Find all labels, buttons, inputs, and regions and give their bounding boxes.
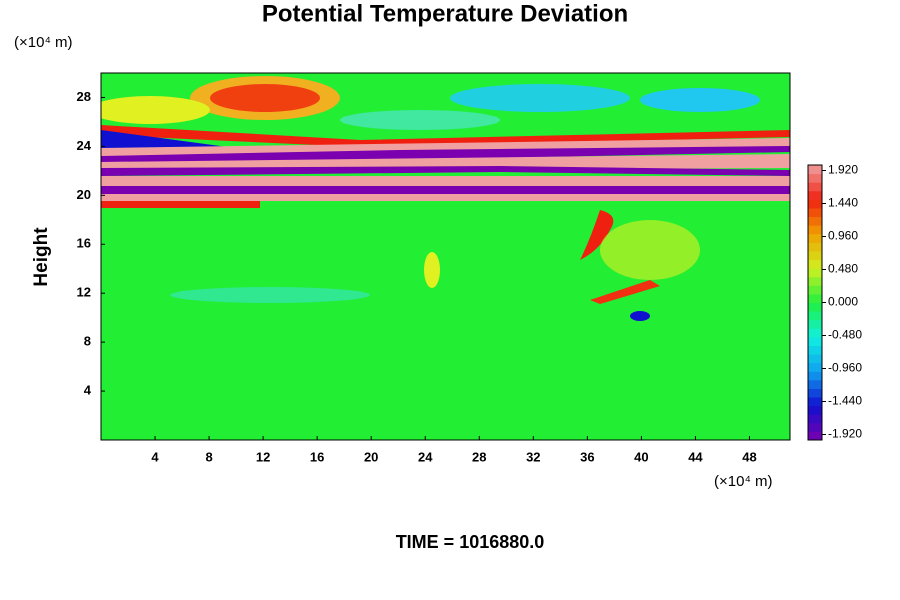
colorbar-cell	[808, 311, 822, 321]
colorbar-tick-label: 0.960	[828, 229, 858, 243]
field	[101, 73, 790, 440]
colorbar-cell	[808, 233, 822, 243]
colorbar-cell	[808, 276, 822, 286]
colorbar-cell	[808, 250, 822, 261]
colorbar-tick-label: -0.960	[828, 361, 862, 375]
y-tick-label: 28	[77, 89, 91, 104]
colorbar-cell	[808, 182, 822, 192]
colorbar-cell	[808, 173, 822, 183]
x-tick-label: 48	[742, 449, 756, 464]
colorbar-cell	[808, 216, 822, 226]
chart-title: Potential Temperature Deviation	[262, 0, 628, 27]
footer: TIME = 1016880.0	[396, 532, 545, 552]
y-tick-label: 12	[77, 285, 91, 300]
colorbar-cell	[808, 354, 822, 364]
x-tick-label: 28	[472, 449, 486, 464]
colorbar-cell	[808, 422, 822, 432]
colorbar-cell	[808, 199, 822, 209]
colorbar-cell	[808, 268, 822, 278]
x-tick-label: 20	[364, 449, 378, 464]
colorbar-cell	[808, 328, 822, 338]
x-tick-label: 4	[151, 449, 159, 464]
colorbar-cell	[808, 362, 822, 372]
y-tick-label: 16	[77, 236, 91, 251]
colorbar-cell	[808, 319, 822, 329]
colorbar-cell	[808, 242, 822, 252]
colorbar-cell	[808, 302, 822, 312]
colorbar-tick-label: -1.440	[828, 394, 862, 408]
colorbar-cell	[808, 165, 822, 175]
colorbar-tick-label: -0.480	[828, 328, 862, 342]
colorbar-cell	[808, 225, 822, 235]
x-tick-label: 8	[205, 449, 212, 464]
colorbar-cell	[808, 293, 822, 303]
colorbar-cell	[808, 431, 822, 441]
colorbar-cell	[808, 405, 822, 415]
y-label: Height	[31, 227, 52, 287]
y-tick-label: 24	[77, 138, 92, 153]
colorbar-cell	[808, 379, 822, 389]
colorbar-cell	[808, 397, 822, 407]
x-tick-label: 16	[310, 449, 324, 464]
y-unit: (×10⁴ m)	[14, 34, 73, 51]
colorbar-cell	[808, 207, 822, 218]
colorbar-cell	[808, 371, 822, 381]
colorbar-cell	[808, 336, 822, 346]
colorbar-cell	[808, 285, 822, 295]
x-tick-label: 36	[580, 449, 594, 464]
colorbar-tick-label: 1.440	[828, 196, 858, 210]
colorbar-tick-label: 0.000	[828, 295, 858, 309]
colorbar-cell	[808, 190, 822, 200]
x-tick-label: 44	[688, 449, 703, 464]
colorbar-cell	[808, 259, 822, 269]
x-unit: (×10⁴ m)	[714, 473, 773, 490]
y-tick-label: 8	[84, 334, 91, 349]
colorbar-tick-label: 1.920	[828, 163, 858, 177]
plot-frame	[100, 72, 791, 441]
colorbar-tick-label: -1.920	[828, 427, 862, 441]
x-tick-label: 40	[634, 449, 648, 464]
colorbar-cell	[808, 345, 822, 355]
x-tick-label: 32	[526, 449, 540, 464]
x-tick-label: 12	[256, 449, 270, 464]
colorbar-cell	[808, 388, 822, 398]
y-tick-label: 20	[77, 187, 91, 202]
y-tick-label: 4	[84, 383, 92, 398]
colorbar-tick-label: 0.480	[828, 262, 858, 276]
colorbar-cell	[808, 414, 822, 424]
x-tick-label: 24	[418, 449, 433, 464]
